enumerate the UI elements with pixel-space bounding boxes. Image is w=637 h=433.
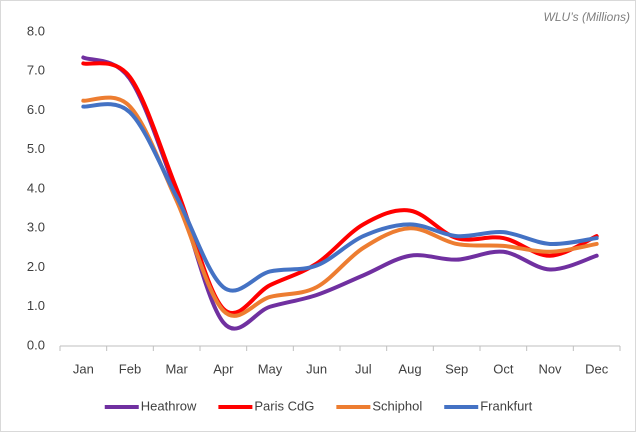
x-tick-label: Nov	[538, 361, 562, 376]
y-tick-label: 8.0	[27, 23, 45, 38]
y-tick-label: 0.0	[27, 337, 45, 352]
y-tick-label: 7.0	[27, 63, 45, 78]
legend-label: Frankfurt	[480, 398, 532, 413]
x-tick-label: Dec	[585, 361, 609, 376]
legend-label: Heathrow	[141, 398, 197, 413]
x-tick-label: Jun	[306, 361, 327, 376]
y-tick-label: 1.0	[27, 298, 45, 313]
y-tick-label: 5.0	[27, 141, 45, 156]
x-tick-label: Mar	[165, 361, 188, 376]
y-tick-label: 6.0	[27, 102, 45, 117]
x-tick-label: Aug	[398, 361, 421, 376]
legend-label: Schiphol	[372, 398, 422, 413]
y-tick-label: 4.0	[27, 180, 45, 195]
x-tick-label: Jul	[355, 361, 372, 376]
x-tick-label: Apr	[213, 361, 234, 376]
legend-label: Paris CdG	[254, 398, 314, 413]
series-line	[81, 102, 599, 293]
annotation: WLU’s (Millions)	[544, 10, 630, 24]
x-tick-label: Jan	[73, 361, 94, 376]
x-tick-label: Oct	[493, 361, 514, 376]
y-tick-label: 3.0	[27, 220, 45, 235]
y-tick-label: 2.0	[27, 259, 45, 274]
x-tick-label: Sep	[445, 361, 468, 376]
x-tick-label: Feb	[119, 361, 141, 376]
x-tick-label: May	[258, 361, 283, 376]
